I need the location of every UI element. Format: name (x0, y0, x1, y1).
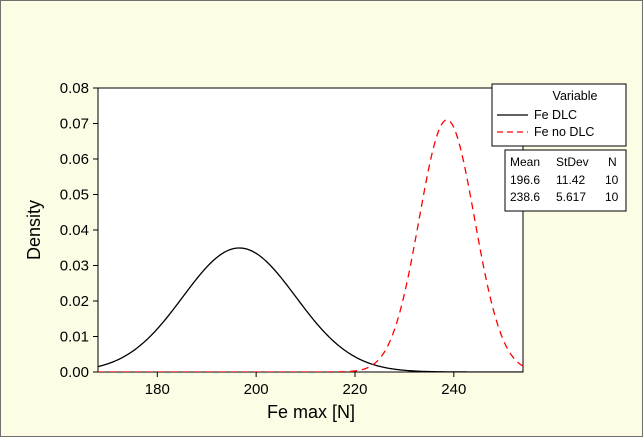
x-tick-label: 200 (244, 381, 269, 398)
stats-row2-stdev: 5.617 (556, 190, 586, 204)
legend-label-fe-no-dlc: Fe no DLC (534, 125, 594, 139)
y-tick-label: 0.02 (60, 293, 89, 310)
y-tick-label: 0.03 (60, 258, 89, 275)
legend-title: Variable (553, 89, 598, 103)
y-axis-title: Density (24, 200, 44, 260)
stats-header-n: N (608, 155, 617, 169)
stats-row1-n: 10 (605, 173, 619, 187)
x-tick-label: 220 (342, 381, 367, 398)
y-tick-label: 0.05 (60, 187, 89, 204)
x-tick-label: 180 (145, 381, 170, 398)
density-curve-fe-dlc (98, 247, 523, 372)
stats-row1-stdev: 11.42 (556, 173, 585, 187)
stats-header-mean: Mean (510, 155, 540, 169)
legend: Variable Fe DLC Fe no DLC (491, 83, 627, 147)
y-tick-label: 0.08 (60, 80, 89, 97)
stats-row1-mean: 196.6 (510, 173, 540, 187)
y-tick-label: 0.00 (60, 364, 89, 381)
stats-row2-n: 10 (605, 190, 619, 204)
plot-area (97, 87, 524, 373)
density-curve-fe-no-dlc (98, 119, 523, 372)
y-tick-label: 0.06 (60, 151, 89, 168)
stats-table: Mean StDev N 196.6 11.42 10 238.6 5.617 … (504, 149, 627, 212)
y-tick-label: 0.07 (60, 116, 89, 133)
y-axis: 0.00 0.01 0.02 0.03 0.04 0.05 0.06 0.07 0.08 (60, 80, 98, 381)
x-axis-title: Fe max [N] (267, 402, 355, 422)
y-tick-label: 0.01 (60, 329, 89, 346)
density-curves (98, 119, 523, 372)
x-axis: 180 200 220 240 (145, 372, 466, 398)
stats-row2-mean: 238.6 (510, 190, 540, 204)
y-tick-label: 0.04 (60, 222, 89, 239)
stats-header-stdev: StDev (556, 155, 589, 169)
legend-box (491, 83, 627, 147)
stats-box (504, 149, 627, 212)
x-tick-label: 240 (441, 381, 466, 398)
legend-label-fe-dlc: Fe DLC (534, 108, 577, 122)
